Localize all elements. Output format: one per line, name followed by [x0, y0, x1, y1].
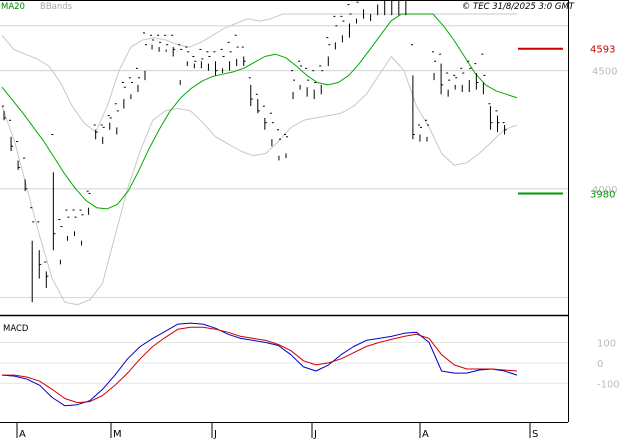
- price-bar: [453, 74, 458, 90]
- price-bar: [269, 112, 274, 147]
- price-bar: [425, 119, 429, 142]
- x-tick-label: A: [422, 429, 429, 440]
- price-bar: [326, 37, 331, 66]
- price-bar: [213, 51, 218, 76]
- resistance-label: 4593: [590, 45, 615, 56]
- price-bar: [86, 190, 91, 215]
- price-bar: [262, 105, 267, 130]
- price-bar: [432, 51, 437, 81]
- price-bar: [93, 124, 98, 140]
- price-bar: [65, 209, 70, 241]
- x-tick-label: J: [313, 429, 317, 440]
- price-bar: [391, 0, 393, 16]
- x-tick-label: A: [19, 429, 26, 440]
- price-bar: [128, 77, 133, 100]
- price-bar: [37, 221, 42, 279]
- price-bar: [241, 46, 246, 66]
- price-bar: [150, 34, 155, 50]
- price-bar: [312, 70, 317, 100]
- price-bar: [58, 219, 63, 265]
- bollinger-lower-line: [1, 56, 518, 306]
- price-bar: [192, 56, 197, 69]
- price-bar: [178, 44, 183, 85]
- timestamp: © TEC 31/8/2025 3:0 GMT: [462, 2, 575, 12]
- price-bar: [234, 34, 239, 66]
- x-tick-label: J: [213, 429, 217, 440]
- price-bar: [488, 103, 493, 130]
- price-bar: [107, 115, 112, 130]
- price-bar: [384, 0, 386, 16]
- price-bar: [30, 207, 35, 303]
- price-bar: [276, 129, 281, 161]
- bollinger-upper-line: [1, 13, 517, 133]
- price-bar: [164, 34, 169, 52]
- price-bar: [157, 34, 162, 52]
- y-tick-label: 4000: [592, 185, 617, 196]
- price-panel: MA20 BBands © TEC 31/8/2025 3:0 GMT 4500 400…: [0, 0, 617, 306]
- price-bar: [446, 72, 451, 97]
- price-bar: [135, 67, 140, 92]
- price-bar: [347, 4, 352, 38]
- price-bar: [298, 60, 303, 90]
- price-bar: [114, 103, 119, 135]
- price-bar: [481, 53, 486, 95]
- price-bar: [2, 105, 6, 121]
- price-bar: [255, 93, 260, 114]
- macd-y-tick-label: 100: [597, 338, 616, 349]
- price-bar: [220, 48, 225, 74]
- price-bar: [51, 133, 56, 251]
- price-bar: [23, 157, 28, 192]
- price-bar: [467, 60, 472, 92]
- price-bar: [72, 209, 77, 237]
- price-bar: [377, 4, 379, 16]
- price-bar: [143, 32, 147, 81]
- price-bar: [121, 82, 126, 109]
- price-bar: [206, 51, 211, 71]
- price-bar: [291, 70, 296, 100]
- price-bar: [248, 77, 253, 107]
- price-bar: [44, 261, 49, 289]
- price-bar: [495, 110, 500, 133]
- x-tick-label: S: [532, 429, 538, 440]
- price-bar: [100, 124, 105, 144]
- price-bar: [417, 124, 422, 142]
- macd-signal-line: [2, 326, 518, 404]
- price-bar: [398, 0, 400, 16]
- price-bar: [502, 122, 507, 135]
- macd-y-tick-label: 0: [597, 359, 603, 370]
- price-bar: [370, 14, 372, 22]
- price-bar: [79, 209, 84, 246]
- price-bar: [410, 44, 415, 140]
- support-label: 3980: [590, 190, 615, 201]
- price-bar: [340, 15, 345, 43]
- y-tick-label: 4500: [592, 67, 617, 78]
- price-bar: [185, 46, 190, 66]
- price-bar: [305, 67, 310, 97]
- macd-panel: MACD 100 0 -100: [0, 322, 620, 407]
- price-bar: [9, 119, 14, 152]
- price-bar: [16, 141, 21, 170]
- price-bar: [356, 1, 359, 24]
- macd-macd-line: [1, 322, 518, 407]
- macd-y-tick-label: -100: [597, 379, 620, 390]
- price-bar: [333, 15, 338, 50]
- price-bar: [171, 34, 176, 57]
- legend-ma20: MA20: [1, 2, 25, 12]
- legend-bbands: BBands: [40, 2, 73, 12]
- price-bar: [439, 53, 444, 95]
- price-bar: [474, 63, 479, 90]
- price-bar: [227, 41, 232, 71]
- price-bar: [363, 0, 366, 19]
- macd-title: MACD: [3, 324, 29, 334]
- price-bar: [284, 133, 288, 159]
- price-bar: [319, 65, 324, 95]
- price-bar: [460, 67, 465, 92]
- price-bar: [199, 48, 204, 69]
- price-bar: [405, 0, 407, 16]
- x-tick-label: M: [113, 429, 122, 440]
- ma20-line: [1, 13, 518, 210]
